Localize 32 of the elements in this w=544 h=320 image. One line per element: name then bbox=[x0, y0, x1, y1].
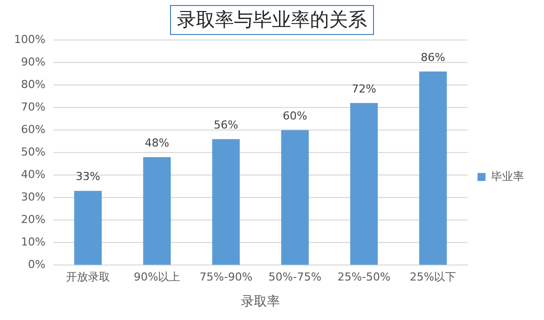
y-tick-label: 80% bbox=[20, 78, 46, 91]
y-tick-label: 10% bbox=[20, 236, 46, 249]
x-tick-label: 90%以上 bbox=[134, 270, 180, 284]
y-tick-label: 90% bbox=[20, 55, 46, 68]
bar bbox=[281, 130, 309, 265]
data-label: 33% bbox=[76, 170, 100, 184]
x-axis-title: 录取率 bbox=[240, 294, 280, 310]
data-label: 60% bbox=[282, 109, 308, 122]
bar bbox=[143, 157, 171, 265]
bar bbox=[350, 103, 378, 265]
y-tick-label: 50% bbox=[20, 145, 46, 158]
x-tick-label: 25%-50% bbox=[338, 270, 390, 284]
y-tick-label: 60% bbox=[20, 122, 46, 136]
x-tick-label: 75%-90% bbox=[200, 270, 252, 284]
x-tick-label: 开放录取 bbox=[66, 270, 110, 284]
bar bbox=[419, 72, 447, 265]
x-tick-label: 50%-75% bbox=[268, 270, 322, 284]
legend-label: 毕业率 bbox=[491, 170, 524, 183]
y-tick-label: 40% bbox=[20, 168, 46, 181]
y-tick-label: 20% bbox=[20, 213, 46, 226]
data-label: 72% bbox=[352, 82, 376, 96]
y-tick-label: 70% bbox=[20, 100, 46, 114]
bar bbox=[74, 190, 102, 265]
y-tick-label: 100% bbox=[14, 32, 46, 46]
data-label: 48% bbox=[144, 136, 170, 150]
data-label: 86% bbox=[420, 50, 446, 64]
x-tick-label: 25%以下 bbox=[410, 270, 456, 284]
data-label: 56% bbox=[214, 118, 238, 132]
chart-title: 录取率与毕业率的关系 bbox=[170, 5, 374, 35]
y-tick-label: 30% bbox=[20, 190, 46, 204]
y-tick-label: 0% bbox=[28, 258, 46, 272]
bar bbox=[212, 139, 240, 265]
